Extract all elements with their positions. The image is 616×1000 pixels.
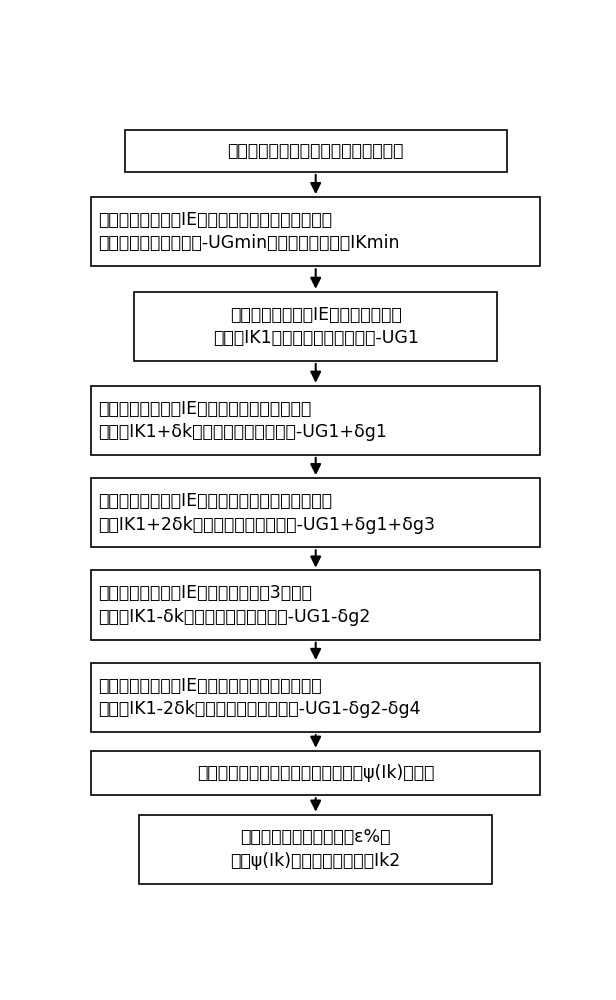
Text: 保持电子束流值为IE，灯丝电流再减小一个微小
量变为IK1-2δk，记录稳态栅偏电压值-UG1-δg2-δg4: 保持电子束流值为IE，灯丝电流再减小一个微小 量变为IK1-2δk，记录稳态栅偏… [99,677,421,718]
Text: 保持电子束流值为IE，灯丝电流再增加一个微小量
变为IK1+2δk，记录稳态栅偏电压值-UG1+δg1+δg3: 保持电子束流值为IE，灯丝电流再增加一个微小量 变为IK1+2δk，记录稳态栅偏… [99,492,436,534]
Text: 设定电子束流值为IE，逐渐增加灯丝电流使得栅偏
电压值达到最小设定值-UGmin，记录灯丝电流值IKmin: 设定电子束流值为IE，逐渐增加灯丝电流使得栅偏 电压值达到最小设定值-UGmin… [99,211,400,252]
FancyBboxPatch shape [134,292,497,361]
FancyBboxPatch shape [91,197,540,266]
Text: 保持电子束流值为IE，继续增加灯丝
电流到IK1，记录稳态栅偏电压值-UG1: 保持电子束流值为IE，继续增加灯丝 电流到IK1，记录稳态栅偏电压值-UG1 [213,306,419,347]
FancyBboxPatch shape [91,478,540,547]
FancyBboxPatch shape [91,386,540,455]
FancyBboxPatch shape [124,130,506,172]
FancyBboxPatch shape [139,815,492,884]
Text: 设定灯丝工作电流饱和度ε%，
由式ψ(Ik)计算灯丝工作电流Ik2: 设定灯丝工作电流饱和度ε%， 由式ψ(Ik)计算灯丝工作电流Ik2 [230,828,401,870]
FancyBboxPatch shape [91,570,540,640]
FancyBboxPatch shape [91,663,540,732]
FancyBboxPatch shape [91,751,540,795]
Text: 保持电子束流值为IE，灯丝电流增加一个微小
量变为IK1+δk，记录稳态栅偏电压值-UG1+δg1: 保持电子束流值为IE，灯丝电流增加一个微小 量变为IK1+δk，记录稳态栅偏电压… [99,400,387,441]
Text: 保持电子束流值为IE，灯丝电流减小3个微小
量变为IK1-δk，记录稳态栅偏电压值-UG1-δg2: 保持电子束流值为IE，灯丝电流减小3个微小 量变为IK1-δk，记录稳态栅偏电压… [99,584,371,626]
Text: 计算电子束流值与灯丝电流函数关系ψ(Ik)的参数: 计算电子束流值与灯丝电流函数关系ψ(Ik)的参数 [197,764,434,782]
Text: 准备工作，选择优化灯丝参数工作状态: 准备工作，选择优化灯丝参数工作状态 [227,142,404,160]
